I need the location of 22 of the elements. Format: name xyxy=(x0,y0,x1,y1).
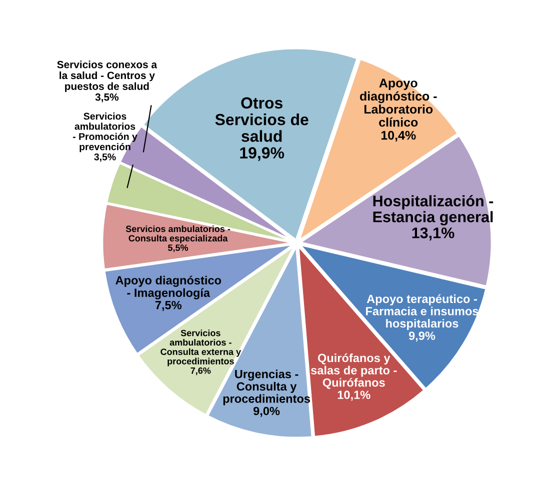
data-label: 10,4% xyxy=(381,130,416,142)
slice-label: Servicios ambulatorios - Consulta especializada xyxy=(126,225,230,244)
data-label: 3,5% xyxy=(94,153,116,162)
data-label: 9,9% xyxy=(408,332,436,342)
slice-label: Apoyo diagnóstico - Imagenología xyxy=(116,276,222,300)
slice-label: Otros Servicios de salud xyxy=(215,97,308,142)
data-label: 5,5% xyxy=(168,244,188,252)
data-label: 13,1% xyxy=(412,227,454,241)
data-label: 3,5% xyxy=(95,93,119,102)
slice-label: Apoyo diagnóstico - Laboratorio clínico xyxy=(360,78,437,127)
data-label: 19,9% xyxy=(240,147,284,161)
slice-label: Urgencias - Consulta y procedimientos xyxy=(223,370,310,406)
data-label: 9,0% xyxy=(253,406,280,417)
data-label: 10,1% xyxy=(338,390,370,401)
data-label: 7,5% xyxy=(155,300,182,311)
slice-label: Servicios conexos a la salud - Centros y puestos de salud xyxy=(57,60,158,92)
slice-label: Servicios ambulatorios - Promoción y prevención xyxy=(72,112,138,152)
slice-label: Servicios ambulatorios - Consulta externa y procedimientos xyxy=(160,330,241,366)
slice-label: Quirófanos y salas de parto - Quirófanos xyxy=(310,353,397,389)
slice-label: Apoyo terapéutico - Farmacia e insumos hospitalarios xyxy=(366,294,478,330)
data-label: 7,6% xyxy=(190,367,211,376)
slice-label: Hospitalización - Estancia general xyxy=(373,195,494,226)
